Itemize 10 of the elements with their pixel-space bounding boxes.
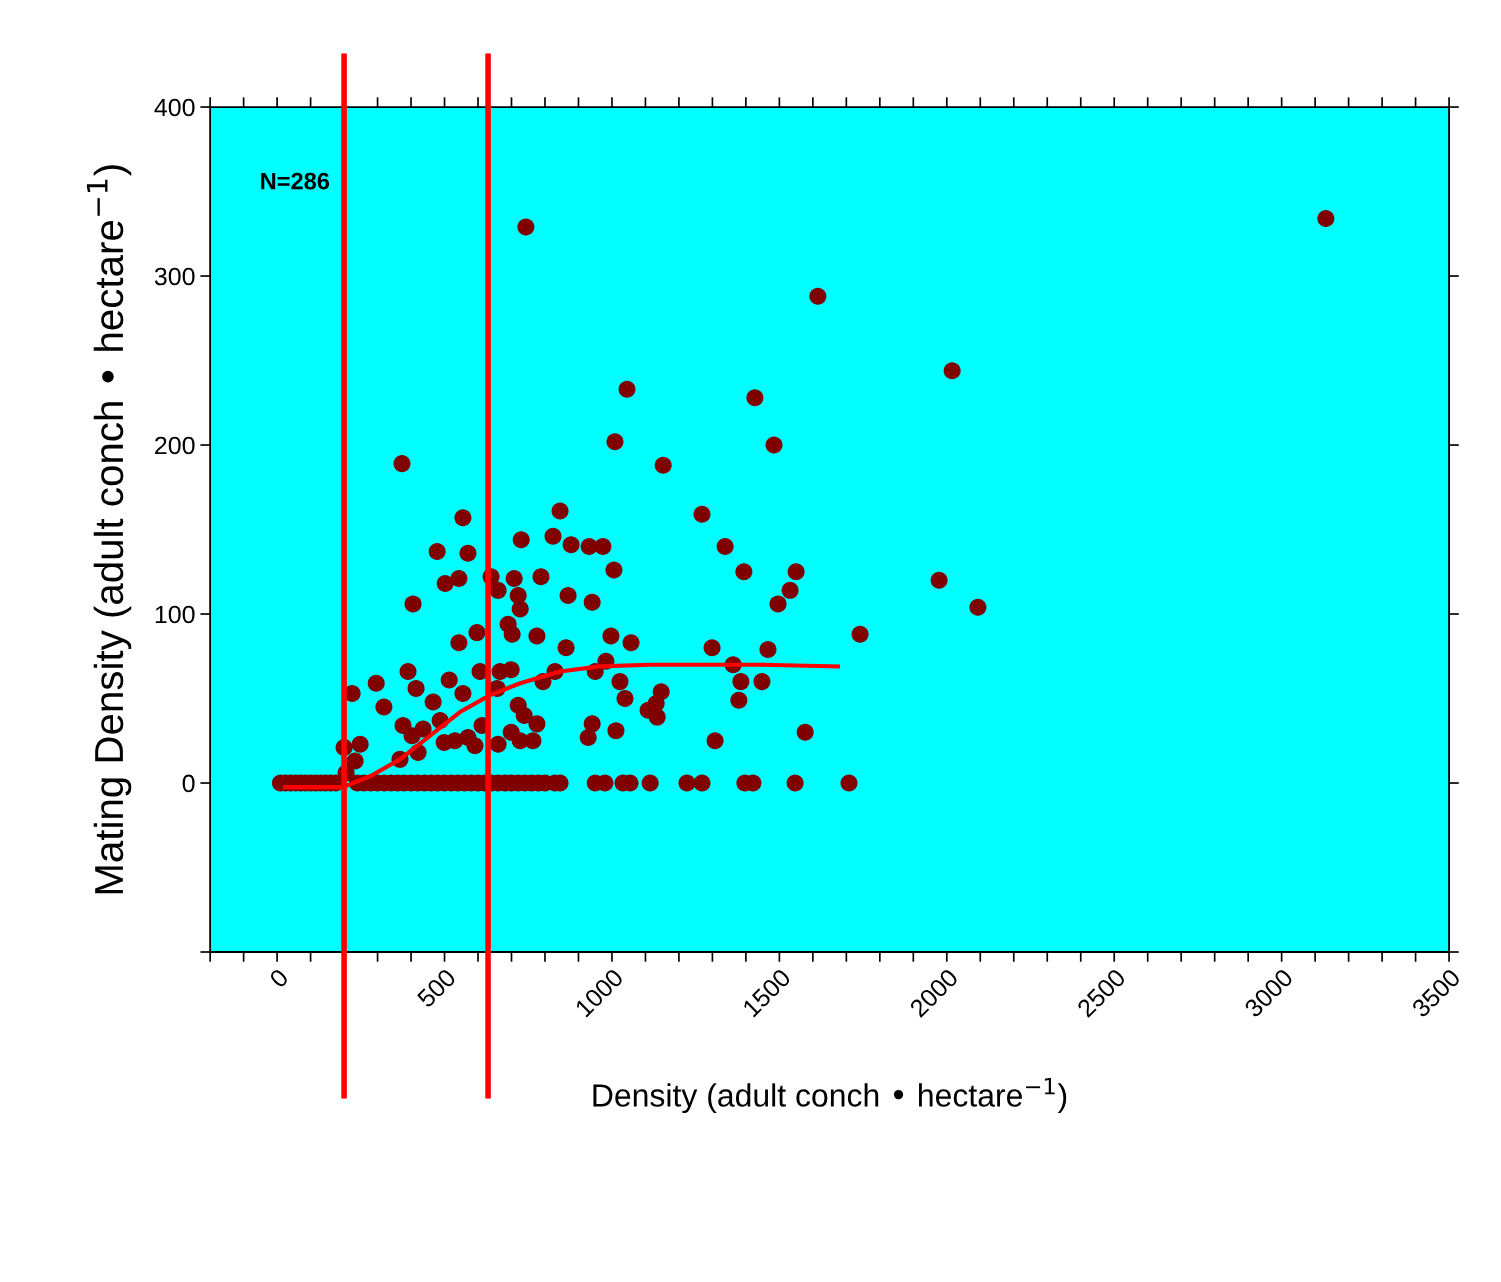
y-tick-label: 400: [154, 98, 195, 117]
x-tick-label: 0: [268, 967, 290, 989]
y-tick-label: 0: [182, 774, 195, 793]
x-tick-label: 500: [416, 967, 457, 1009]
y-axis-title: Mating Density (adult conch • hectare$^{−1}$): [86, 165, 132, 894]
x-axis-title: Density (adult conch • hectare$^{−1}$): [593, 1077, 1067, 1114]
annotation: N=286: [261, 172, 330, 190]
y-tick-label: 100: [155, 605, 195, 624]
y-tick-label: 300: [154, 267, 195, 286]
y-tick-label: 200: [155, 436, 195, 455]
